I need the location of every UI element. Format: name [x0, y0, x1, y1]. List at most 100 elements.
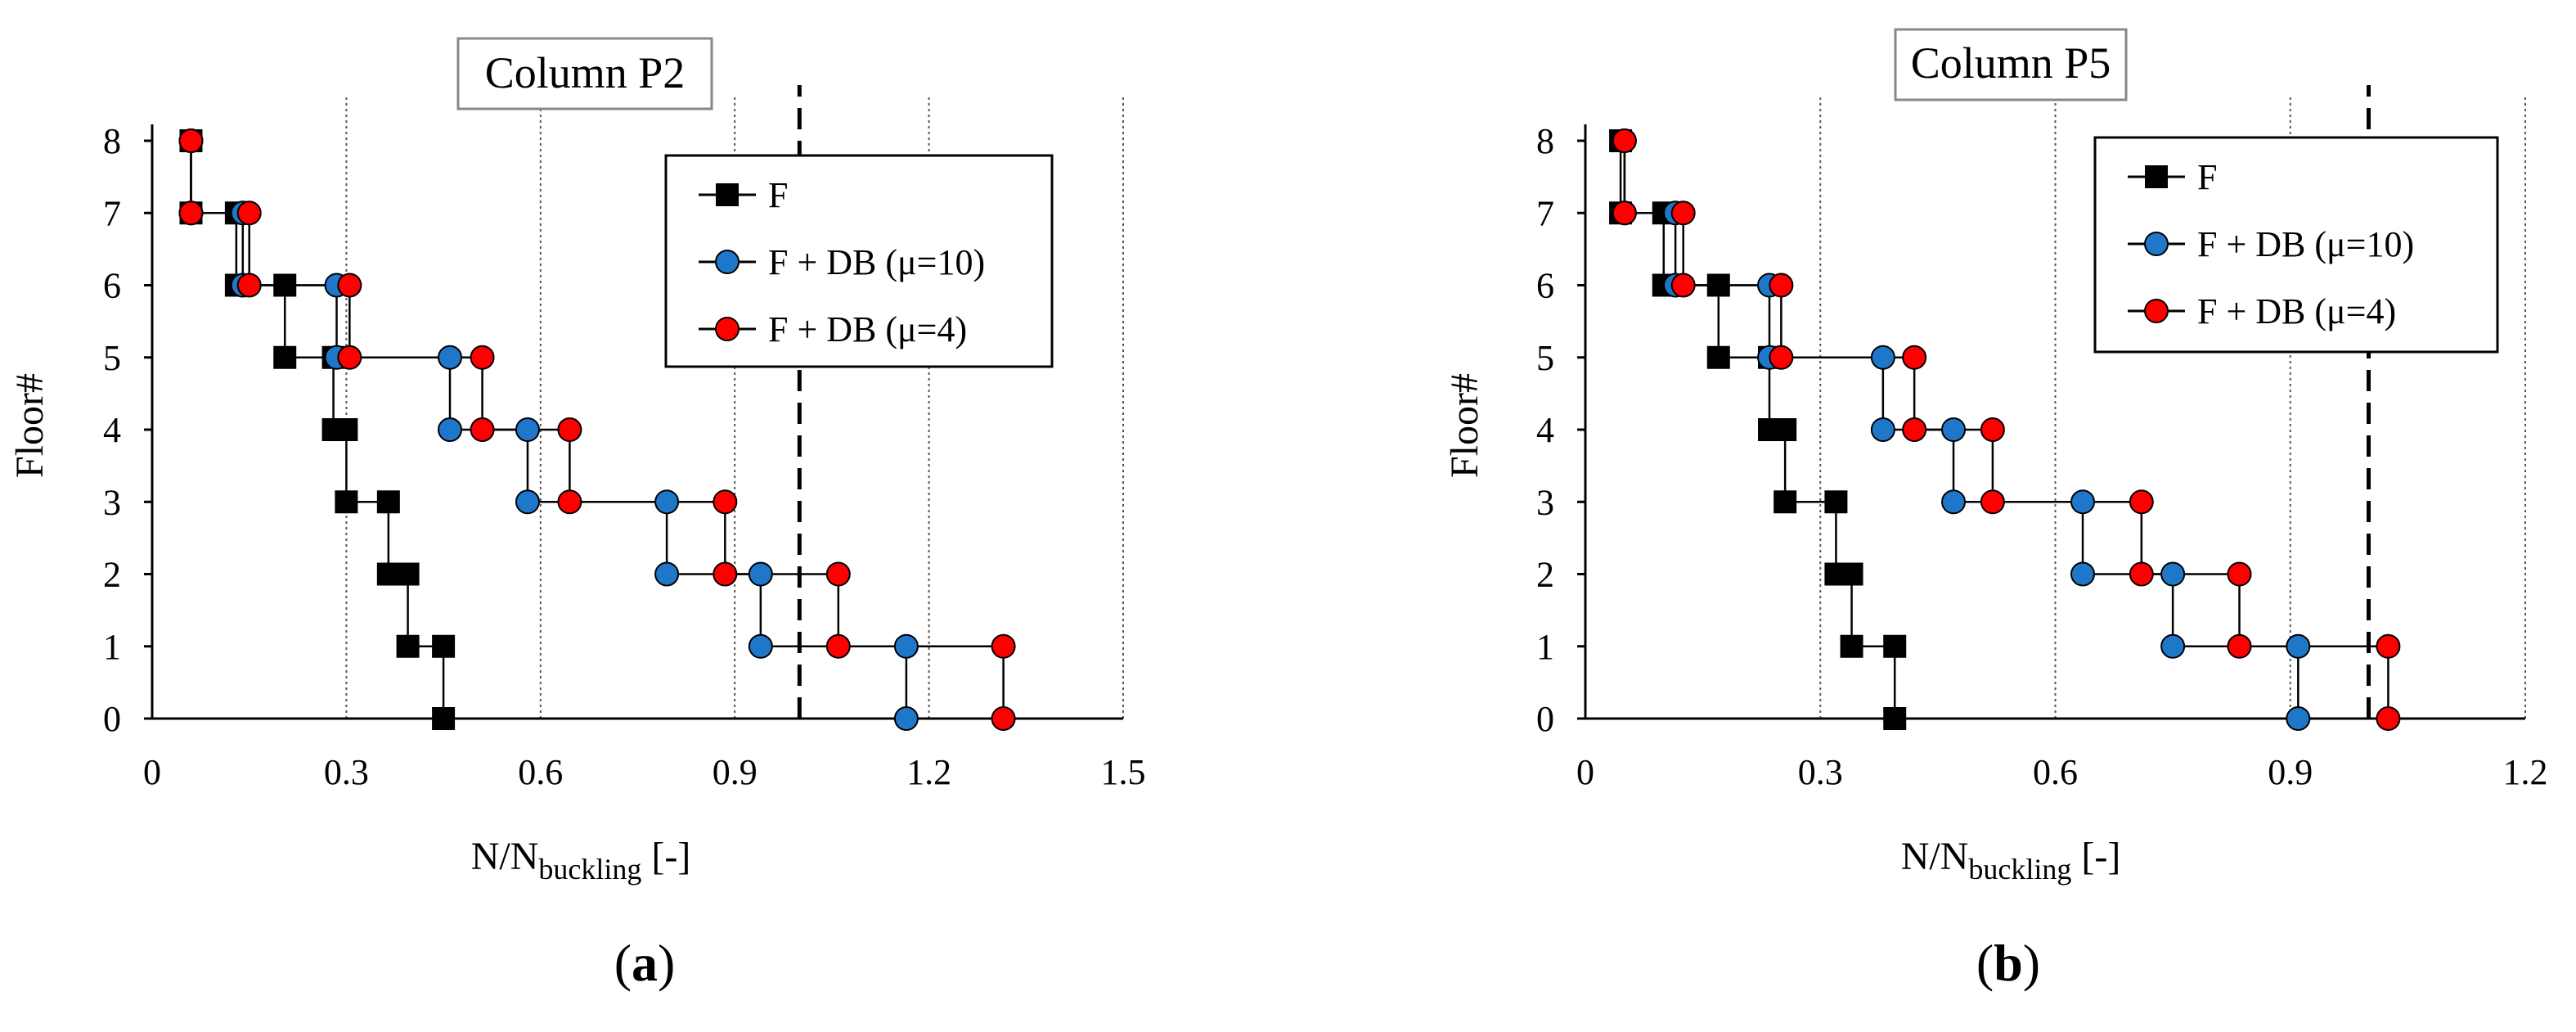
chart1-y-tick-label: 0	[103, 699, 121, 739]
chart2-series-2-point	[2070, 489, 2096, 515]
chart2-x-axis-label-unit: [-]	[2071, 835, 2120, 878]
chart2-series-3-point	[1769, 273, 1794, 298]
chart2-series-3-point	[1980, 417, 2005, 442]
chart1-series-3-point	[337, 273, 362, 298]
chart-panel-b: 0 0.3 0.6 0.9 1.2 0 1 2 3 4 5 6 7 8 Column P5 F F + DB (…	[1443, 28, 2548, 992]
chart1-y-tick-label: 2	[103, 555, 121, 595]
chart2-series-2-point	[2070, 561, 2096, 587]
chart2-legend-label-1: F	[2197, 157, 2217, 197]
chart1-y-tick-label: 5	[103, 338, 121, 378]
chart2-series-3-point	[2376, 706, 2401, 731]
chart2-series-1-point	[1824, 562, 1848, 586]
chart1-x-axis-label-unit: [-]	[641, 835, 690, 878]
chart1-series-1-point	[432, 707, 456, 730]
chart2-series-line-1	[1619, 141, 1896, 719]
chart2-series-1-point	[1883, 707, 1907, 730]
chart1-series-1-point	[376, 490, 400, 514]
chart2-x-axis-label-main: N/N	[1901, 835, 1969, 878]
chart1-y-tick-label: 3	[103, 482, 121, 522]
chart2-series-3-point	[1980, 489, 2005, 515]
chart2-series-2-point	[2160, 633, 2186, 659]
chart1-legend-marker-3	[715, 317, 740, 341]
chart1-y-axis-label: Floor#	[8, 373, 52, 478]
chart1-series-2-point	[654, 561, 680, 587]
chart2-series-3-point	[1612, 128, 1637, 153]
chart2-panel-label: (b)	[1976, 934, 2040, 992]
chart1-series-2-point	[748, 633, 773, 659]
chart2-x-axis-label-sub: buckling	[1968, 853, 2071, 886]
chart2-y-tick-label: 3	[1536, 482, 1554, 522]
chart2-series-3-point	[1612, 201, 1637, 226]
chart1-series-line-1	[190, 141, 445, 719]
chart1-series-3-point	[557, 417, 582, 442]
chart2-series-2-point	[2286, 706, 2311, 731]
chart2-legend-marker-2	[2144, 232, 2169, 256]
chart1-y-tick-label: 4	[103, 410, 121, 450]
chart2-series-2-point	[2160, 561, 2186, 587]
chart2-series-3-point	[1670, 273, 1696, 298]
chart2-series-3-point	[2129, 489, 2154, 515]
chart1-series-1-point	[321, 418, 345, 441]
chart2-y-axis-label: Floor#	[1443, 373, 1486, 478]
chart2-x-tick-label: 0.6	[2033, 752, 2078, 792]
chart-panel-a: 0 0.3 0.6 0.9 1.2 1.5 0 1 2 3 4 5 6 7 8 Column P2 F F + D…	[8, 37, 1146, 992]
chart2-x-tick-label: 0	[1576, 752, 1594, 792]
chart1-series-3-point	[713, 561, 738, 587]
chart2-series-1-point	[1706, 273, 1730, 297]
chart2-title-box	[1894, 28, 2128, 101]
chart1-y-tick-label: 8	[103, 121, 121, 161]
chart2-series-3-point	[1902, 345, 1927, 370]
chart1-series-2-point	[515, 489, 540, 515]
chart1-series-3-point	[470, 417, 495, 442]
chart1-series-3-point	[991, 706, 1016, 731]
chart2-y-tick-label: 4	[1536, 410, 1554, 450]
chart2-y-tick-label: 0	[1536, 699, 1554, 739]
chart2-x-axis-label: N/Nbuckling [-]	[1901, 835, 2121, 886]
chart2-series-3-point	[1902, 417, 1927, 442]
chart1-legend-label-3: F + DB (μ=4)	[768, 309, 967, 349]
chart1-x-tick-label: 1.2	[906, 752, 951, 792]
chart1-series-3-point	[825, 561, 851, 587]
chart1-series-1-point	[273, 345, 297, 369]
chart1-panel-label: (a)	[614, 934, 676, 992]
chart2-legend-marker-1	[2145, 165, 2168, 188]
chart1-x-axis-label: N/Nbuckling [-]	[471, 835, 691, 886]
chart1-title: Column P2	[485, 48, 686, 97]
chart2-series-3-point	[2227, 561, 2252, 587]
chart2-y-tick-label: 7	[1536, 193, 1554, 233]
chart2-series-3-point	[1670, 201, 1696, 226]
chart1-series-3-point	[991, 633, 1016, 659]
chart1-legend-label-1: F	[768, 175, 788, 215]
chart2-legend-marker-3	[2144, 299, 2169, 323]
chart2-y-tick-label: 2	[1536, 555, 1554, 595]
chart2-series-1-point	[1774, 490, 1797, 514]
chart1-series-3-point	[337, 345, 362, 370]
chart2-series-2-point	[1870, 417, 1895, 442]
chart2-series-1-point	[1758, 418, 1782, 441]
chart1-series-3-point	[178, 128, 204, 153]
chart1-series-2-point	[893, 706, 919, 731]
chart1-series-3-point	[236, 201, 262, 226]
chart1-series-3-point	[825, 633, 851, 659]
chart1-series-1-point	[376, 562, 400, 586]
chart1-y-tick-label: 7	[103, 193, 121, 233]
chart1-title-box	[456, 37, 713, 110]
chart1-series-3-point	[236, 273, 262, 298]
chart2-series-3-point	[2376, 633, 2401, 659]
chart1-series-2-point	[893, 633, 919, 659]
chart1-x-tick-label: 1.5	[1101, 752, 1146, 792]
chart1-series-1-point	[396, 634, 420, 658]
chart1-y-tick-label: 6	[103, 266, 121, 306]
chart1-series-1-point	[396, 562, 420, 586]
chart1-x-tick-label: 0	[143, 752, 161, 792]
chart2-series-1-point	[1883, 634, 1907, 658]
chart2-y-tick-label: 6	[1536, 266, 1554, 306]
chart1-legend-label-2: F + DB (μ=10)	[768, 242, 985, 282]
chart1-x-tick-label: 0.6	[518, 752, 563, 792]
chart2-series-2-point	[1870, 345, 1895, 370]
chart2-x-tick-label: 0.3	[1798, 752, 1843, 792]
chart2-legend-label-3: F + DB (μ=4)	[2197, 291, 2396, 331]
chart1-series-2-point	[654, 489, 680, 515]
chart1-series-1-point	[273, 273, 297, 297]
